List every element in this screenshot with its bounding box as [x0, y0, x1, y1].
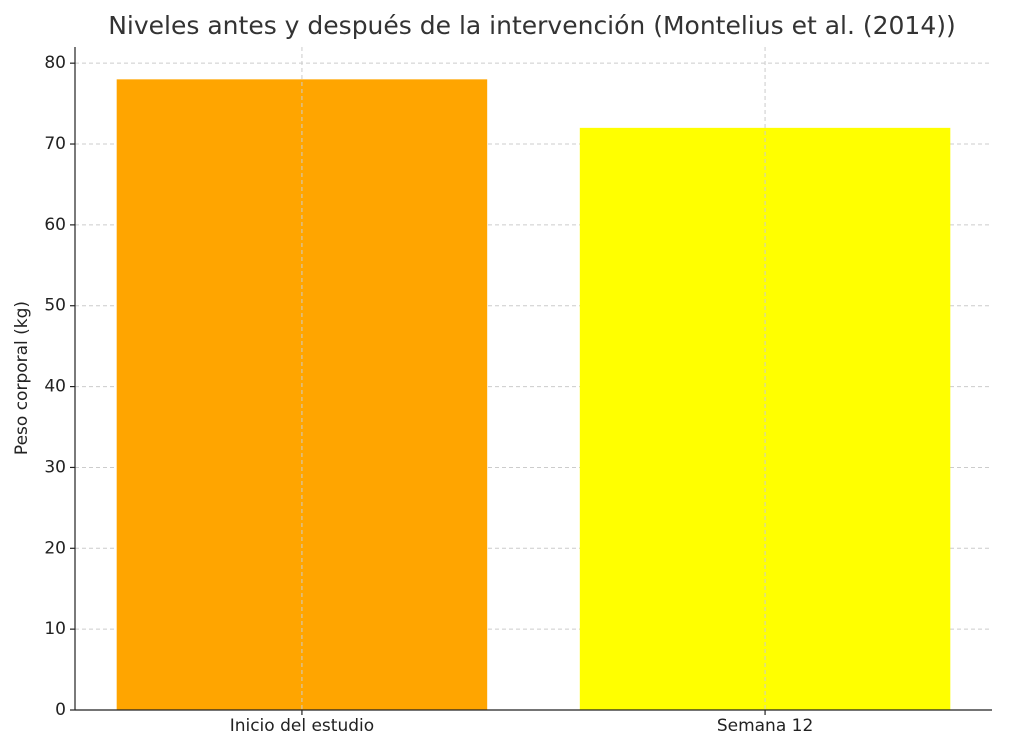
y-tick-label: 10: [44, 619, 66, 639]
y-axis-label: Peso corporal (kg): [12, 301, 32, 455]
y-tick-label: 0: [55, 700, 66, 720]
y-tick-label: 50: [44, 296, 66, 316]
x-tick-label: Semana 12: [717, 716, 813, 736]
bar: [116, 79, 488, 711]
chart-title: Niveles antes y después de la intervenci…: [108, 11, 956, 40]
y-tick-label: 80: [44, 53, 66, 73]
x-tick-label: Inicio del estudio: [230, 716, 374, 736]
y-tick-label: 40: [44, 377, 66, 397]
y-tick-label: 30: [44, 457, 66, 477]
y-tick-label: 70: [44, 134, 66, 154]
y-tick-label: 20: [44, 538, 66, 558]
y-tick-label: 60: [44, 215, 66, 235]
